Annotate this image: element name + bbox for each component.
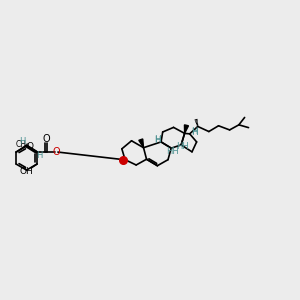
Text: O: O [27,142,34,151]
Text: H: H [37,151,43,160]
Text: O: O [53,147,60,157]
Text: HH: HH [176,142,189,151]
Text: OH: OH [20,167,34,176]
Text: HH: HH [166,147,179,156]
Text: CH₃: CH₃ [16,140,30,149]
Polygon shape [139,139,143,148]
Polygon shape [184,125,188,134]
Text: O: O [42,134,50,144]
Text: H: H [154,135,161,144]
Text: H: H [192,128,198,136]
Text: H: H [20,137,26,146]
Text: H: H [154,136,160,145]
Text: H: H [191,128,198,137]
